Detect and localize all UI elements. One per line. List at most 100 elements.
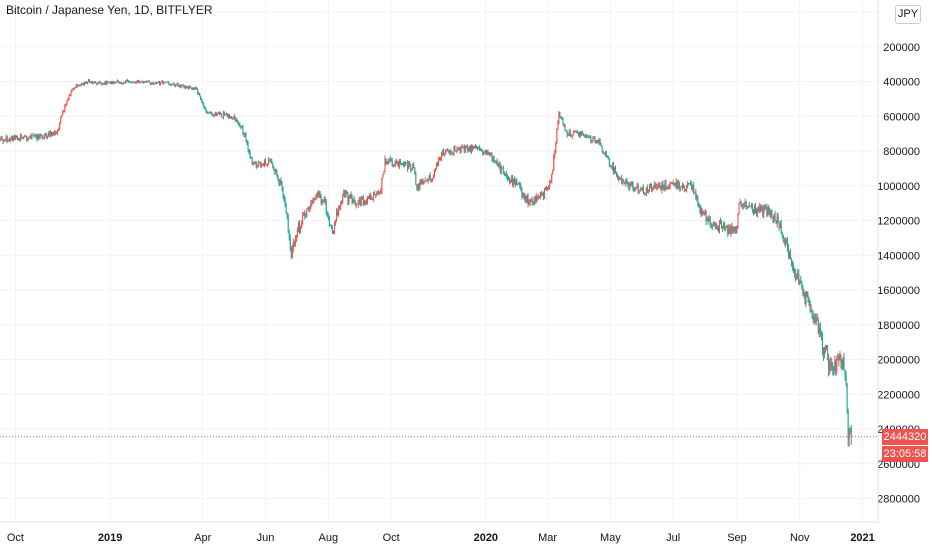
candle bbox=[228, 113, 230, 119]
candle bbox=[846, 382, 848, 414]
candle bbox=[155, 81, 157, 85]
currency-button[interactable]: JPY bbox=[895, 5, 921, 24]
candle bbox=[674, 182, 676, 188]
candle-body bbox=[86, 81, 88, 84]
candle bbox=[607, 155, 609, 160]
candle bbox=[116, 79, 118, 83]
candle-body bbox=[539, 191, 541, 198]
candle bbox=[452, 152, 454, 156]
candle bbox=[720, 217, 722, 225]
candle bbox=[68, 94, 70, 101]
candle-body bbox=[95, 81, 97, 84]
candle-body bbox=[274, 169, 276, 172]
candle bbox=[546, 185, 548, 192]
candle bbox=[488, 151, 490, 156]
candle bbox=[655, 182, 657, 189]
candle-body bbox=[839, 355, 841, 357]
candle-body bbox=[427, 179, 429, 182]
candle bbox=[304, 210, 306, 220]
candle bbox=[186, 85, 188, 89]
candle-body bbox=[249, 152, 251, 158]
price-tick-label: 400000 bbox=[883, 77, 920, 89]
candle bbox=[301, 220, 303, 229]
candle-body bbox=[9, 139, 11, 141]
candle-body bbox=[313, 197, 315, 200]
candle-body bbox=[811, 309, 813, 317]
candle-body bbox=[548, 186, 550, 189]
time-tick-label: Nov bbox=[790, 532, 810, 544]
candle bbox=[187, 86, 189, 90]
candle-body bbox=[373, 193, 375, 200]
candle-body bbox=[651, 186, 653, 190]
candle-body bbox=[503, 172, 505, 175]
candle-body bbox=[113, 81, 115, 84]
candle-body bbox=[718, 221, 720, 231]
candle bbox=[792, 260, 794, 271]
candle-body bbox=[195, 87, 197, 89]
candle bbox=[437, 157, 439, 167]
candle-body bbox=[141, 81, 143, 83]
candle bbox=[647, 189, 649, 194]
candle-body bbox=[571, 135, 573, 137]
candle bbox=[749, 205, 751, 207]
candle bbox=[410, 163, 412, 173]
candle-body bbox=[156, 82, 158, 84]
candle-body bbox=[520, 185, 522, 189]
candle-body bbox=[697, 197, 699, 205]
candle-body bbox=[284, 198, 286, 205]
candle-body bbox=[787, 247, 789, 257]
candle-body bbox=[272, 163, 274, 167]
candle-body bbox=[65, 104, 67, 106]
candle-body bbox=[252, 162, 254, 165]
candle-body bbox=[524, 196, 526, 199]
candle-body bbox=[386, 163, 388, 165]
candle bbox=[509, 176, 511, 185]
candle bbox=[843, 352, 845, 371]
candle-body bbox=[821, 333, 823, 349]
candle-body bbox=[188, 86, 190, 89]
candle bbox=[101, 82, 103, 86]
candle bbox=[397, 160, 399, 168]
candle-body bbox=[318, 193, 320, 195]
candle bbox=[475, 143, 477, 149]
candle bbox=[135, 81, 137, 84]
candle-body bbox=[776, 216, 778, 224]
candle bbox=[477, 146, 479, 151]
candle bbox=[141, 80, 143, 83]
candle bbox=[604, 151, 606, 157]
candle bbox=[5, 134, 7, 143]
candle-body bbox=[502, 167, 504, 173]
candle bbox=[125, 80, 127, 84]
candle bbox=[67, 98, 69, 102]
candle-body bbox=[699, 206, 701, 214]
candle-body bbox=[658, 184, 660, 187]
candle bbox=[55, 130, 57, 136]
candle-body bbox=[198, 93, 200, 95]
candle bbox=[336, 207, 338, 223]
candle-body bbox=[798, 273, 800, 284]
candle-body bbox=[326, 214, 328, 216]
candle bbox=[725, 226, 727, 232]
candle-body bbox=[832, 365, 834, 369]
candle-body bbox=[637, 185, 639, 194]
candle bbox=[679, 186, 681, 192]
candle bbox=[478, 146, 480, 150]
candle bbox=[557, 120, 559, 131]
candle bbox=[401, 163, 403, 166]
candle-body bbox=[746, 207, 748, 209]
candle bbox=[217, 111, 219, 115]
candle-body bbox=[257, 162, 259, 167]
candle bbox=[167, 80, 169, 83]
candle bbox=[169, 83, 171, 86]
candle bbox=[797, 268, 799, 280]
candle-body bbox=[483, 153, 485, 155]
candle bbox=[250, 156, 252, 159]
candle-body bbox=[528, 202, 530, 205]
candle bbox=[173, 82, 175, 86]
candle bbox=[224, 113, 226, 116]
candle-body bbox=[807, 296, 809, 300]
candle-body bbox=[819, 328, 821, 334]
candle bbox=[708, 215, 710, 222]
candle-body bbox=[201, 99, 203, 102]
